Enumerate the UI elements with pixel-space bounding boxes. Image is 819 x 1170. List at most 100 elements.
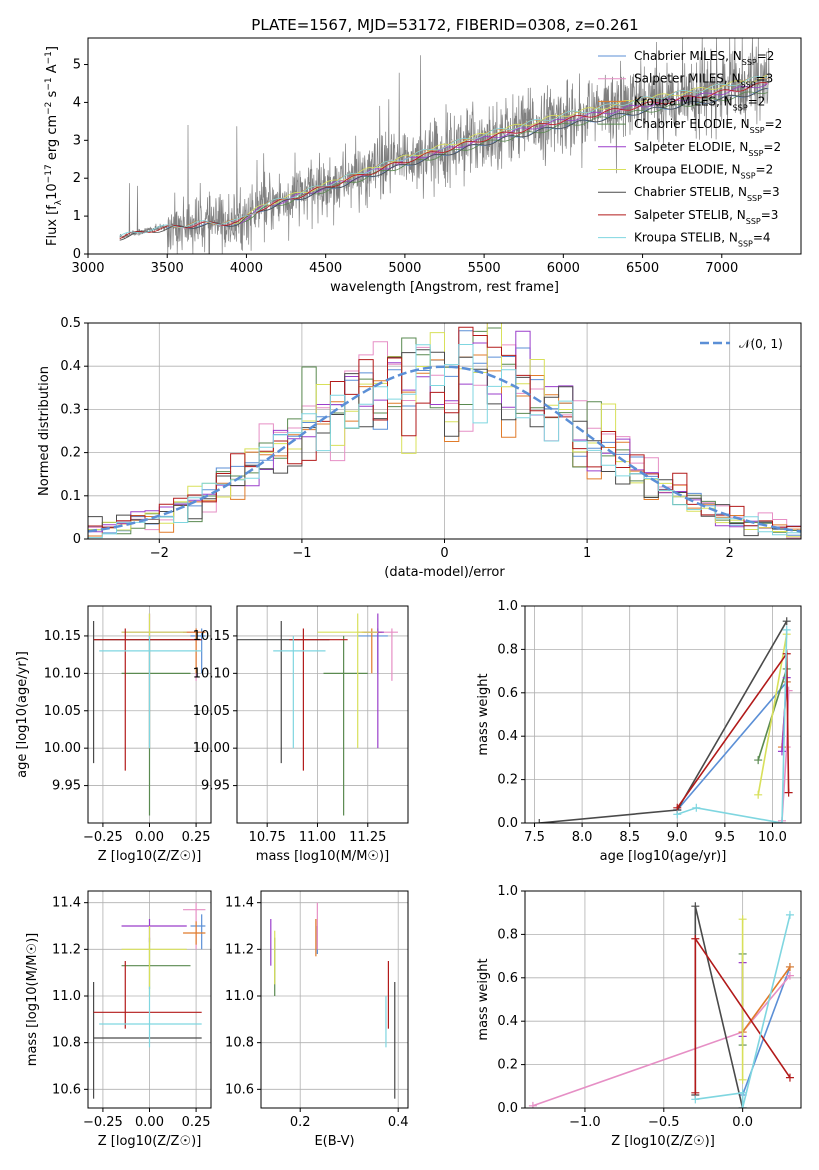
x-tick-label: 0.00	[135, 830, 164, 845]
y-axis-label: mass [log10(M/M☉)]	[25, 933, 40, 1066]
x-tick-label: 4500	[309, 261, 342, 276]
spectrum-legend: Chabrier MILES, NSSP=2 Salpeter MILES, NS…	[598, 49, 782, 248]
y-tick-label: 11.2	[52, 942, 81, 957]
y-tick-label: 0.5	[60, 316, 81, 331]
panel-residuals: −2 −1 0 1 2 0 0.1 0.2 0.3 0.4 0.5 (data-model)/erro…	[37, 316, 802, 580]
ssp-marker	[754, 756, 763, 765]
x-tick-label: 9.0	[667, 830, 688, 845]
x-tick-label: 2	[726, 546, 734, 561]
panel-weight-vs-z: −1.0 −0.5 0.0 0.0 0.2 0.4 0.6 0.8 1.0 Z [log10(Z/…	[476, 884, 802, 1149]
y-tick-label: 3	[73, 133, 81, 148]
x-tick-label: −1.0	[569, 1115, 601, 1130]
ssp-marker	[691, 902, 700, 911]
x-tick-label: 9.5	[715, 830, 736, 845]
x-tick-label: 8.0	[572, 830, 593, 845]
x-tick-label: −1	[292, 546, 311, 561]
axes-frame	[87, 37, 802, 255]
y-tick-label: 10.05	[193, 704, 230, 719]
y-tick-label: 1.0	[497, 884, 518, 899]
ssp-marker	[785, 1073, 794, 1082]
legend-entry: Kroupa MILES, NSSP=2	[634, 94, 765, 112]
y-tick-label: 1.0	[497, 599, 518, 614]
x-axis-label: E(B-V)	[314, 1134, 354, 1149]
ssp-marker	[782, 625, 791, 634]
figure-title: PLATE=1567, MJD=53172, FIBERID=0308, z=0…	[251, 16, 638, 34]
ssp-marker	[782, 617, 791, 626]
y-tick-label: 0.4	[497, 1014, 518, 1029]
x-tick-label: 0	[440, 546, 448, 561]
y-tick-label: 0.8	[497, 927, 518, 942]
y-axis-label: age [log10(age/yr)]	[15, 651, 30, 778]
x-tick-label: 7000	[705, 261, 738, 276]
x-tick-label: −0.25	[83, 1115, 123, 1130]
legend-entry: Salpeter ELODIE, NSSP=2	[634, 140, 781, 158]
x-axis-label: mass [log10(M/M☉)]	[256, 849, 389, 864]
y-tick-label: 0.2	[60, 446, 81, 461]
legend-entry: 𝒩(0, 1)	[739, 337, 783, 351]
ssp-marker	[691, 1095, 700, 1104]
plot-area-age-vs-z	[92, 613, 206, 816]
panel-mass-vs-ebv: 0.2 0.4 10.6 10.8 11.0 11.2 11.4 E(B-V)	[225, 890, 409, 1149]
axes-frame	[236, 605, 409, 824]
y-tick-label: 10.6	[52, 1082, 81, 1097]
ssp-marker	[691, 934, 700, 943]
y-tick-label: 0.4	[60, 359, 81, 374]
y-tick-label: 10.10	[44, 666, 81, 681]
ssp-marker	[528, 1101, 537, 1108]
legend-entry: Kroupa ELODIE, NSSP=2	[634, 163, 773, 181]
axes-frame	[524, 890, 802, 1109]
ssp-marker	[754, 790, 763, 799]
model-spectrum-line	[230, 91, 768, 224]
legend-entry: Kroupa STELIB, NSSP=4	[634, 231, 771, 249]
legend-entry: Chabrier STELIB, NSSP=3	[634, 185, 780, 203]
x-tick-label: 3500	[151, 261, 184, 276]
plot-area-age-vs-mass	[237, 613, 398, 816]
x-tick-label: 0.25	[182, 1115, 211, 1130]
y-tick-label: 0.2	[497, 773, 518, 788]
y-tick-label: 0.3	[60, 402, 81, 417]
axes-frame	[524, 605, 802, 824]
plot-area-weight-vs-z	[528, 902, 794, 1108]
x-tick-label: 6500	[626, 261, 659, 276]
x-axis-label: Z [log10(Z/Z☉)]	[98, 849, 202, 864]
ssp-marker	[535, 819, 544, 823]
y-axis-label: mass weight	[476, 958, 491, 1040]
x-tick-label: 3000	[71, 261, 104, 276]
plot-area-mass-vs-z	[92, 902, 206, 1099]
y-axis-label: Normed distribution	[37, 366, 52, 496]
x-tick-label: −0.25	[83, 830, 123, 845]
y-axis-label: Flux [fλ10−17 erg cm−2 s−1 A−1]	[44, 46, 64, 246]
y-tick-label: 9.95	[52, 779, 81, 794]
y-tick-label: 0.6	[497, 686, 518, 701]
mass-weight-line	[677, 629, 788, 823]
mass-weight-line	[741, 966, 791, 1033]
y-tick-label: 1	[73, 209, 81, 224]
x-tick-label: 11.00	[299, 830, 336, 845]
ssp-marker	[785, 962, 794, 971]
y-tick-label: 10.15	[193, 629, 230, 644]
x-tick-label: 0.0	[732, 1115, 753, 1130]
legend-entry: Salpeter STELIB, NSSP=3	[634, 208, 778, 226]
y-tick-label: 0.0	[497, 816, 518, 831]
y-tick-label: 0	[73, 532, 81, 547]
y-tick-label: 10.00	[193, 741, 230, 756]
y-tick-label: 11.0	[225, 989, 254, 1004]
x-tick-label: 4000	[230, 261, 263, 276]
x-tick-label: 10.75	[249, 830, 286, 845]
y-tick-label: 5	[73, 58, 81, 73]
x-tick-label: 0.25	[182, 830, 211, 845]
y-tick-label: 0.6	[497, 971, 518, 986]
model-spectrum-line	[119, 76, 768, 237]
y-axis-label: mass weight	[476, 673, 491, 755]
ssp-marker	[785, 971, 794, 980]
x-tick-label: −0.5	[648, 1115, 680, 1130]
ssp-marker	[777, 747, 786, 756]
y-tick-label: 0.2	[497, 1058, 518, 1073]
x-tick-label: 11.25	[349, 830, 386, 845]
plot-area-mass-vs-ebv	[270, 902, 396, 1099]
model-spectrum-line	[119, 88, 768, 241]
ssp-marker	[777, 819, 786, 823]
mass-weight-line	[676, 681, 788, 811]
y-tick-label: 11.4	[225, 896, 254, 911]
